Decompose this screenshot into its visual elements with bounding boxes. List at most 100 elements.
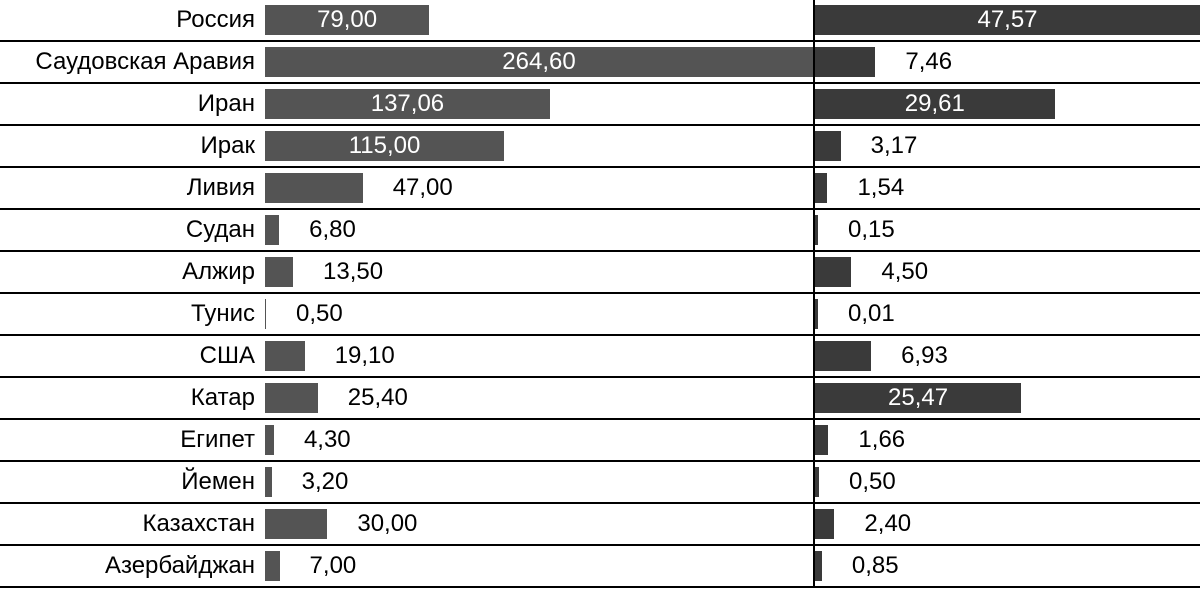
chart-row: Судан 6,80 0,15 <box>0 210 1200 252</box>
right-bar <box>815 257 851 287</box>
right-bar <box>815 425 828 455</box>
left-bar <box>265 173 363 203</box>
right-bar-cell: 7,46 <box>815 42 1200 82</box>
country-label: Ливия <box>0 168 265 208</box>
right-bar <box>815 47 875 77</box>
country-label: Азербайджан <box>0 546 265 586</box>
right-bar-cell: 2,40 <box>815 504 1200 544</box>
left-bar-cell: 4,30 <box>265 420 815 460</box>
right-bar <box>815 551 822 581</box>
right-bar-cell: 4,50 <box>815 252 1200 292</box>
country-label: Тунис <box>0 294 265 334</box>
right-bar-value: 6,93 <box>901 342 948 370</box>
right-bar <box>815 341 871 371</box>
left-bar-value: 3,20 <box>302 468 349 496</box>
chart-row: Тунис 0,50 0,01 <box>0 294 1200 336</box>
left-bar <box>265 341 305 371</box>
left-bar-value: 115,00 <box>349 132 421 160</box>
chart-row: Казахстан 30,00 2,40 <box>0 504 1200 546</box>
dual-bar-chart: Россия79,0047,57Саудовская Аравия264,607… <box>0 0 1200 588</box>
right-bar-value: 1,66 <box>858 426 905 454</box>
right-bar-value: 1,54 <box>857 174 904 202</box>
left-bar <box>265 551 280 581</box>
right-bar-value: 4,50 <box>881 258 928 286</box>
left-bar: 137,06 <box>265 89 550 119</box>
chart-row: Йемен 3,20 0,50 <box>0 462 1200 504</box>
left-bar-value: 79,00 <box>317 6 377 34</box>
left-bar <box>265 509 327 539</box>
left-bar <box>265 467 272 497</box>
left-bar-cell: 25,40 <box>265 378 815 418</box>
country-label: Египет <box>0 420 265 460</box>
chart-row: Саудовская Аравия 264,60 7,46 <box>0 42 1200 84</box>
left-bar-value: 264,60 <box>502 48 575 76</box>
country-label: Казахстан <box>0 504 265 544</box>
left-bar-cell: 3,20 <box>265 462 815 502</box>
right-bar-cell: 0,50 <box>815 462 1200 502</box>
country-label: Иран <box>0 84 265 124</box>
left-bar: 264,60 <box>265 47 813 77</box>
left-bar-cell: 115,00 <box>265 126 815 166</box>
country-label: Катар <box>0 378 265 418</box>
left-bar <box>265 299 266 329</box>
right-bar-value: 0,01 <box>848 300 895 328</box>
chart-row: Ирак115,003,17 <box>0 126 1200 168</box>
left-bar <box>265 257 293 287</box>
chart-row: Россия79,0047,57 <box>0 0 1200 42</box>
right-bar <box>815 467 819 497</box>
right-bar-cell: 29,61 <box>815 84 1200 124</box>
chart-row: Азербайджан 7,00 0,85 <box>0 546 1200 588</box>
right-bar-cell: 0,15 <box>815 210 1200 250</box>
left-bar-value: 4,30 <box>304 426 351 454</box>
country-label: Йемен <box>0 462 265 502</box>
right-bar-value: 7,46 <box>905 48 952 76</box>
left-bar-cell: 264,60 <box>265 42 815 82</box>
country-label: Саудовская Аравия <box>0 42 265 82</box>
left-bar-cell: 47,00 <box>265 168 815 208</box>
right-bar-value: 29,61 <box>905 90 965 118</box>
left-bar-cell: 6,80 <box>265 210 815 250</box>
left-bar-value: 6,80 <box>309 216 356 244</box>
left-bar <box>265 215 279 245</box>
right-bar: 25,47 <box>815 383 1021 413</box>
country-label: США <box>0 336 265 376</box>
right-bar <box>815 299 818 329</box>
left-bar-value: 7,00 <box>310 552 357 580</box>
right-bar-cell: 0,01 <box>815 294 1200 334</box>
right-bar <box>815 131 841 161</box>
right-bar <box>815 215 818 245</box>
left-bar-cell: 0,50 <box>265 294 815 334</box>
left-bar-cell: 79,00 <box>265 0 815 40</box>
left-bar-value: 137,06 <box>371 90 444 118</box>
right-bar-value: 0,85 <box>852 552 899 580</box>
left-bar-cell: 19,10 <box>265 336 815 376</box>
left-bar-value: 30,00 <box>357 510 417 538</box>
chart-row: Египет 4,30 1,66 <box>0 420 1200 462</box>
chart-row: Ливия 47,00 1,54 <box>0 168 1200 210</box>
right-bar-cell: 3,17 <box>815 126 1200 166</box>
chart-row: Катар 25,40 25,47 <box>0 378 1200 420</box>
left-bar-value: 19,10 <box>335 342 395 370</box>
right-bar-cell: 6,93 <box>815 336 1200 376</box>
right-bar-value: 25,47 <box>888 384 948 412</box>
right-bar-cell: 0,85 <box>815 546 1200 586</box>
right-bar: 29,61 <box>815 89 1055 119</box>
left-bar-cell: 7,00 <box>265 546 815 586</box>
right-bar-cell: 25,47 <box>815 378 1200 418</box>
left-bar: 79,00 <box>265 5 429 35</box>
right-bar <box>815 173 827 203</box>
left-bar-value: 25,40 <box>348 384 408 412</box>
chart-row: США 19,10 6,93 <box>0 336 1200 378</box>
left-bar-value: 47,00 <box>393 174 453 202</box>
right-bar-cell: 1,66 <box>815 420 1200 460</box>
left-bar-value: 0,50 <box>296 300 343 328</box>
right-bar-cell: 1,54 <box>815 168 1200 208</box>
left-bar <box>265 383 318 413</box>
left-bar-cell: 13,50 <box>265 252 815 292</box>
chart-row: Иран 137,06 29,61 <box>0 84 1200 126</box>
left-bar-cell: 30,00 <box>265 504 815 544</box>
country-label: Алжир <box>0 252 265 292</box>
right-bar-value: 47,57 <box>977 6 1037 34</box>
country-label: Судан <box>0 210 265 250</box>
right-bar <box>815 509 834 539</box>
